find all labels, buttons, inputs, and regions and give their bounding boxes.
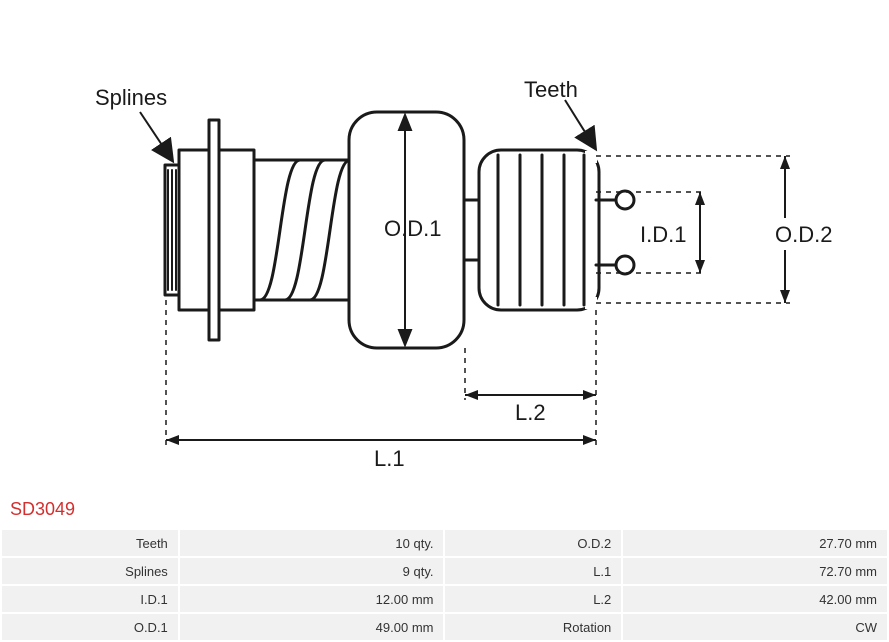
- spec-value: 9 qty.: [180, 558, 444, 584]
- technical-diagram: Splines Teeth O.D.1 O.D.2 I.D.1 L.2 L.1: [0, 0, 889, 495]
- spec-value: 42.00 mm: [623, 586, 887, 612]
- spec-table: Teeth10 qty.O.D.227.70 mmSplines9 qty.L.…: [0, 528, 889, 642]
- spec-label: Teeth: [2, 530, 178, 556]
- dim-l2: [465, 310, 596, 400]
- spec-value: CW: [623, 614, 887, 640]
- spec-label: I.D.1: [2, 586, 178, 612]
- part-number: SD3049: [0, 495, 889, 528]
- label-l1: L.1: [374, 446, 405, 472]
- label-teeth: Teeth: [524, 77, 578, 103]
- table-row: I.D.112.00 mmL.242.00 mm: [2, 586, 887, 612]
- spec-label: O.D.1: [2, 614, 178, 640]
- table-row: Splines9 qty.L.172.70 mm: [2, 558, 887, 584]
- diagram-svg: [0, 0, 889, 495]
- spec-value: 49.00 mm: [180, 614, 444, 640]
- label-od2: O.D.2: [775, 222, 832, 248]
- label-l2: L.2: [515, 400, 546, 426]
- label-od1: O.D.1: [384, 216, 441, 242]
- spec-label: L.2: [445, 586, 621, 612]
- spec-value: 27.70 mm: [623, 530, 887, 556]
- page-container: Splines Teeth O.D.1 O.D.2 I.D.1 L.2 L.1: [0, 0, 889, 642]
- table-row: O.D.149.00 mmRotationCW: [2, 614, 887, 640]
- spec-value: 10 qty.: [180, 530, 444, 556]
- label-splines: Splines: [95, 85, 167, 111]
- spec-value: 72.70 mm: [623, 558, 887, 584]
- spec-value: 12.00 mm: [180, 586, 444, 612]
- dim-od2: [596, 156, 790, 303]
- table-row: Teeth10 qty.O.D.227.70 mm: [2, 530, 887, 556]
- label-id1: I.D.1: [640, 222, 686, 248]
- spec-label: Splines: [2, 558, 178, 584]
- spec-label: O.D.2: [445, 530, 621, 556]
- spec-label: Rotation: [445, 614, 621, 640]
- spec-label: L.1: [445, 558, 621, 584]
